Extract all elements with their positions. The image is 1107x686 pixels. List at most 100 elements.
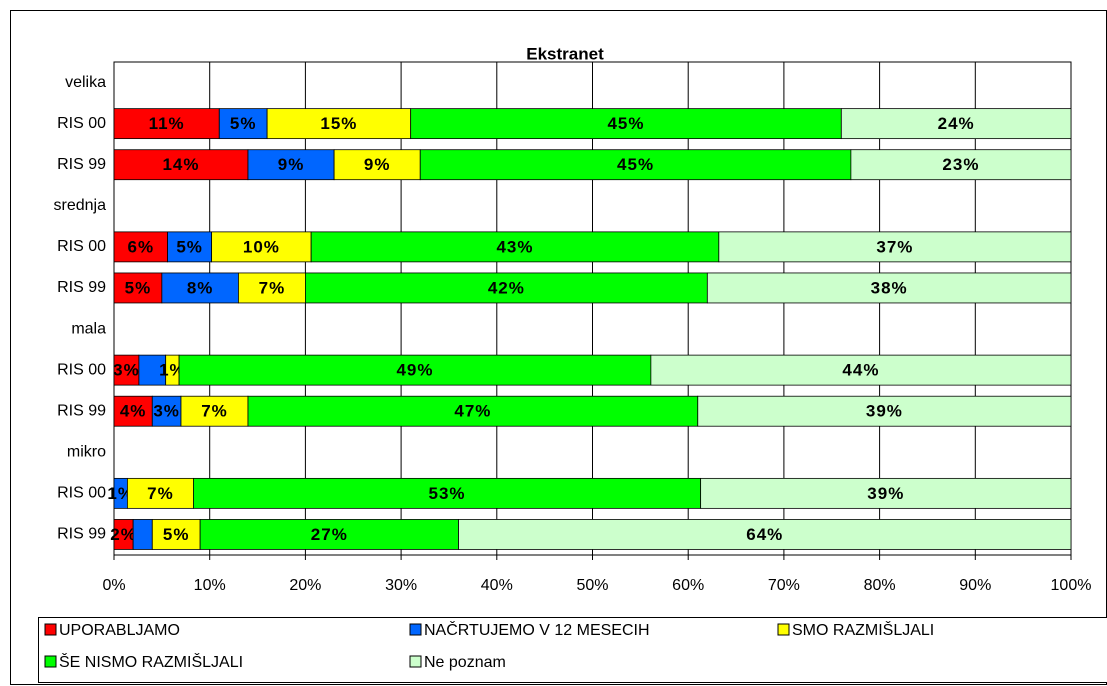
value-label: 5% xyxy=(125,278,152,297)
x-tick-label: 90% xyxy=(959,577,991,594)
bar-segment xyxy=(126,477,194,509)
value-label: 23% xyxy=(942,155,979,174)
bar-segment xyxy=(247,395,699,427)
y-tick-label: RIS 99 xyxy=(57,279,106,296)
legend-label: UPORABLJAMO xyxy=(59,622,180,639)
value-label: 10% xyxy=(243,237,280,256)
value-label: 9% xyxy=(364,155,391,174)
value-label: 4% xyxy=(120,402,147,421)
value-label: 49% xyxy=(396,361,433,380)
legend-swatch xyxy=(409,655,422,668)
value-label: 1% xyxy=(159,361,186,380)
value-label: 7% xyxy=(201,402,228,421)
bar-segment xyxy=(310,231,720,263)
value-label: 39% xyxy=(867,484,904,503)
value-label: 3% xyxy=(113,361,140,380)
value-label: 5% xyxy=(163,525,190,544)
bar-segment xyxy=(178,354,652,386)
value-label: 14% xyxy=(162,155,199,174)
legend-swatch xyxy=(44,623,57,636)
value-label: 27% xyxy=(311,525,348,544)
bar-segment xyxy=(151,395,182,427)
value-label: 38% xyxy=(871,278,908,297)
bar-segment xyxy=(211,231,312,263)
value-label: 7% xyxy=(259,278,286,297)
bar-segment xyxy=(113,354,140,386)
value-label: 5% xyxy=(176,237,203,256)
x-tick-label: 100% xyxy=(1051,577,1092,594)
value-label: 44% xyxy=(842,361,879,380)
value-label: 8% xyxy=(187,278,214,297)
bar-segment xyxy=(180,395,249,427)
value-label: 45% xyxy=(617,155,654,174)
value-label: 24% xyxy=(938,114,975,133)
bar-segment xyxy=(700,477,1072,509)
value-label: 1% xyxy=(107,484,134,503)
bar-segment xyxy=(850,149,1072,181)
bar-segment xyxy=(718,231,1072,263)
bar-segment xyxy=(113,395,153,427)
value-label: 3% xyxy=(153,402,180,421)
bar-segment xyxy=(458,519,1072,550)
legend-label: NAČRTUJEMO V 12 MESECIH xyxy=(424,620,650,639)
legend-label: ŠE NISMO RAZMIŠLJALI xyxy=(59,652,243,671)
bar-segment xyxy=(333,149,421,181)
bar-segment xyxy=(167,231,213,263)
x-tick-label: 0% xyxy=(102,577,125,594)
y-tick-label: RIS 99 xyxy=(57,526,106,543)
value-label: 7% xyxy=(147,484,174,503)
legend xyxy=(38,617,1107,683)
bar-segment xyxy=(132,519,153,550)
value-label: 45% xyxy=(607,114,644,133)
bar-segment xyxy=(113,149,249,181)
bar-segment xyxy=(840,108,1072,140)
bar-segment xyxy=(113,108,220,140)
value-label: 53% xyxy=(429,484,466,503)
y-tick-label: velika xyxy=(65,74,106,91)
x-tick-label: 10% xyxy=(194,577,226,594)
y-tick-label: mala xyxy=(71,320,106,337)
bar-segment xyxy=(419,149,852,181)
y-tick-label: srednja xyxy=(54,197,107,214)
y-tick-label: RIS 00 xyxy=(57,361,106,378)
value-label: 37% xyxy=(876,237,913,256)
y-tick-label: RIS 99 xyxy=(57,156,106,173)
x-tick-label: 60% xyxy=(672,577,704,594)
value-label: 6% xyxy=(128,237,155,256)
value-label: 2% xyxy=(110,525,137,544)
value-label: 42% xyxy=(488,278,525,297)
bar-segment xyxy=(650,354,1072,386)
y-tick-label: RIS 00 xyxy=(57,485,106,502)
x-tick-label: 70% xyxy=(768,577,800,594)
x-tick-label: 20% xyxy=(289,577,321,594)
x-tick-label: 50% xyxy=(576,577,608,594)
bar-segment xyxy=(706,272,1072,304)
y-tick-label: RIS 00 xyxy=(57,115,106,132)
value-label: 5% xyxy=(230,114,257,133)
bar-segment xyxy=(410,108,842,140)
bar-segment xyxy=(161,272,239,304)
legend-swatch xyxy=(44,655,57,668)
value-label: 47% xyxy=(454,402,491,421)
bar-segment xyxy=(113,231,168,263)
chart-title: Ekstranet xyxy=(526,44,604,63)
x-tick-label: 40% xyxy=(481,577,513,594)
bar-segment xyxy=(697,395,1072,427)
y-tick-label: mikro xyxy=(67,444,106,461)
y-tick-label: RIS 99 xyxy=(57,402,106,419)
value-label: 11% xyxy=(149,114,185,133)
bar-segment xyxy=(304,272,708,304)
legend-label: Ne poznam xyxy=(424,654,506,671)
legend-swatch xyxy=(777,623,790,636)
x-tick-label: 80% xyxy=(864,577,896,594)
y-tick-label: RIS 00 xyxy=(57,238,106,255)
value-label: 43% xyxy=(496,237,533,256)
value-label: 9% xyxy=(278,155,305,174)
value-label: 15% xyxy=(320,114,357,133)
value-label: 39% xyxy=(866,402,903,421)
bar-segment xyxy=(218,108,268,140)
legend-label: SMO RAZMIŠLJALI xyxy=(792,620,934,639)
value-label: 64% xyxy=(746,525,783,544)
legend-swatch xyxy=(409,623,422,636)
